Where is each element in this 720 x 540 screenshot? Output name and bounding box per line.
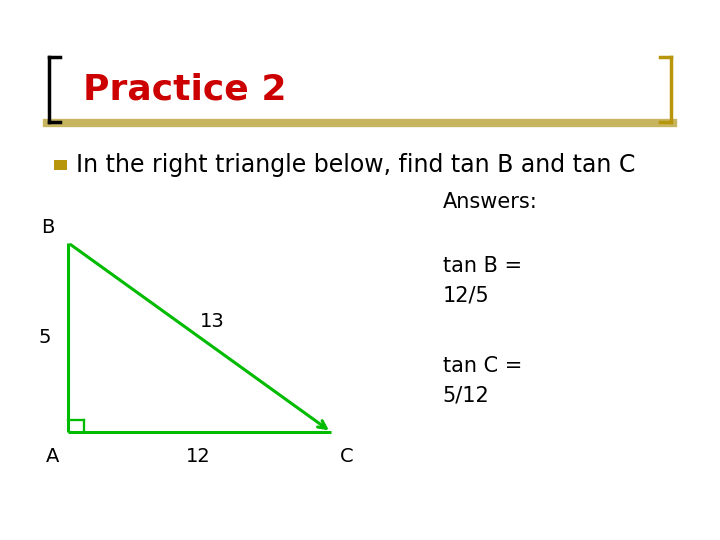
Bar	[54, 160, 67, 170]
Text: Answers:: Answers:	[443, 192, 538, 213]
Text: 12: 12	[186, 447, 210, 466]
Text: Practice 2: Practice 2	[83, 72, 287, 106]
Text: 13: 13	[200, 312, 225, 331]
Text: In the right triangle below, find tan B and tan C: In the right triangle below, find tan B …	[76, 153, 635, 177]
Text: C: C	[341, 447, 354, 466]
Text: tan C =
5/12: tan C = 5/12	[443, 356, 522, 406]
Text: tan B =
12/5: tan B = 12/5	[443, 256, 522, 306]
Text: 5: 5	[38, 328, 51, 347]
Text: A: A	[46, 447, 59, 466]
Text: B: B	[42, 218, 55, 238]
